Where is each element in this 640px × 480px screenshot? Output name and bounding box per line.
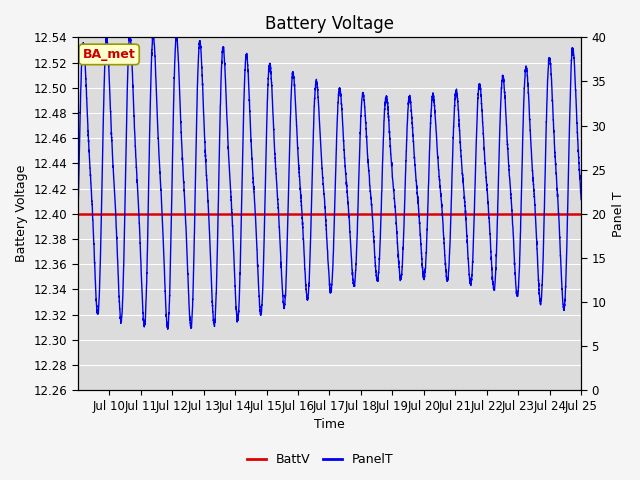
Title: Battery Voltage: Battery Voltage: [265, 15, 394, 33]
Y-axis label: Battery Voltage: Battery Voltage: [15, 165, 28, 263]
Y-axis label: Panel T: Panel T: [612, 191, 625, 237]
Text: BA_met: BA_met: [83, 48, 136, 61]
X-axis label: Time: Time: [314, 419, 345, 432]
Legend: BattV, PanelT: BattV, PanelT: [242, 448, 398, 471]
